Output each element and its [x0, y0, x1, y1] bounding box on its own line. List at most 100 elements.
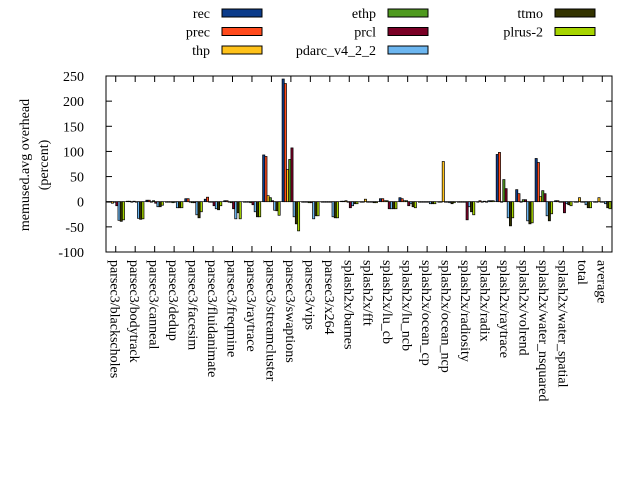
bar-prec — [186, 198, 190, 203]
x-tick-label: splash2x/water_nsquared — [535, 260, 550, 402]
axes: -100 -50 0 50 100 150 200 250 parsec3/blackschol… — [58, 70, 613, 402]
legend-swatch — [387, 8, 429, 18]
bar-ethp — [152, 200, 156, 203]
x-tick-label: parsec3/swaptions — [282, 260, 297, 363]
bar-prcl — [562, 201, 566, 214]
bar-prcl — [543, 193, 547, 203]
bar-prcl — [290, 147, 294, 203]
legend-label: rec — [193, 7, 210, 22]
bar-plrus-2 — [472, 201, 476, 216]
legend-swatch — [554, 27, 596, 36]
y-tick-label: -50 — [65, 221, 84, 236]
legend-label: pdarc_v4_2_2 — [296, 44, 376, 59]
bar-prec — [400, 198, 404, 203]
bar-prcl — [504, 188, 508, 203]
bar-thp — [578, 197, 581, 203]
bar-plrus-2 — [199, 201, 203, 213]
x-tick-label: parsec3/canneal — [146, 260, 161, 349]
bar-plrus-2 — [394, 201, 398, 210]
legend-swatch — [554, 8, 596, 18]
bar-ethp — [385, 200, 389, 203]
bar-prcl — [524, 199, 527, 203]
legend-label: ttmo — [517, 7, 543, 22]
bar-plrus-2 — [491, 200, 495, 203]
y-tick-label: 250 — [63, 70, 84, 85]
bar-prec — [478, 200, 482, 203]
bar-prec — [225, 200, 229, 203]
bar-plrus-2 — [121, 201, 125, 221]
bar-prcl — [271, 200, 274, 203]
x-tick-label: parsec3/vips — [301, 260, 316, 330]
bar-plrus-2 — [530, 201, 534, 224]
legend-swatch — [221, 45, 263, 55]
y-tick-label: 0 — [77, 196, 84, 211]
bar-prec — [147, 199, 151, 203]
x-tick-label: total — [574, 260, 589, 285]
bar-thp — [363, 198, 367, 203]
x-tick-label: parsec3/freqmine — [224, 260, 239, 357]
bar-plrus-2 — [374, 201, 378, 204]
bar-plrus-2 — [433, 201, 437, 205]
bar-plrus-2 — [238, 201, 242, 220]
x-tick-label: splash2x/ocean_cp — [418, 260, 433, 366]
y-tick-label: 150 — [63, 120, 84, 135]
bar-plrus-2 — [608, 201, 612, 210]
bar-plrus-2 — [589, 201, 592, 209]
plot-frame — [105, 75, 613, 253]
x-tick-label: parsec3/x264 — [321, 260, 336, 335]
bar-plrus-2 — [511, 201, 515, 219]
bar-thp — [344, 200, 348, 203]
bar-prec — [517, 193, 521, 203]
x-tick-label: splash2x/radix — [477, 260, 492, 342]
bar-plrus-2 — [355, 201, 359, 205]
bar-plrus-2 — [569, 201, 573, 207]
legend-swatch — [387, 27, 429, 36]
y-axis-label-unit: (percent) — [37, 139, 52, 190]
x-tick-label: splash2x/fft — [360, 260, 375, 326]
y-axis-label: memused.avg overhead — [18, 99, 33, 231]
y-tick-label: 200 — [63, 95, 84, 110]
bar-prec — [381, 198, 385, 203]
legend-label: prcl — [354, 26, 376, 41]
legend-label: ethp — [352, 7, 376, 22]
x-tick-label: splash2x/ocean_ncp — [438, 260, 453, 373]
x-tick-label: splash2x/barnes — [340, 260, 355, 349]
x-tick-label: splash2x/raytrace — [496, 260, 511, 358]
x-tick-label: splash2x/water_spatial — [554, 260, 569, 388]
x-tick-label: parsec3/bodytrack — [126, 260, 141, 363]
x-tick-label: parsec3/dedup — [165, 260, 180, 341]
legend: rec prec thp ethp prcl pdarc_v4_2_2 ttmo plrus-… — [186, 7, 596, 59]
x-tick-label: parsec3/streamcluster — [262, 260, 277, 382]
bar-plrus-2 — [316, 201, 320, 217]
bar-prec — [556, 200, 560, 203]
legend-label: thp — [192, 44, 210, 59]
x-tick-label: splash2x/lu_cb — [379, 260, 394, 344]
bar-ethp — [405, 200, 409, 203]
y-tick-label: -100 — [58, 246, 84, 261]
bar-plrus-2 — [550, 201, 554, 215]
bar-thp — [597, 197, 601, 203]
y-tick-label: 100 — [63, 145, 84, 160]
bar-prec — [536, 162, 540, 203]
legend-swatch — [221, 27, 263, 36]
bar-plrus-2 — [180, 201, 184, 209]
legend-label: prec — [186, 26, 210, 41]
bar-plrus-2 — [413, 201, 417, 209]
bars — [106, 78, 612, 232]
bar-prec — [264, 156, 268, 203]
bar-plrus-2 — [277, 201, 281, 216]
bar-plrus-2 — [452, 201, 456, 204]
bar-prec — [206, 196, 209, 203]
x-tick-label: splash2x/volrend — [515, 260, 530, 356]
x-tick-label: parsec3/raytrace — [243, 260, 258, 352]
x-tick-label: average — [593, 260, 608, 304]
bar-ethp — [268, 197, 272, 203]
bar-plrus-2 — [160, 201, 164, 206]
x-tick-label: splash2x/lu_ncb — [399, 260, 414, 351]
x-tick-label: parsec3/facesim — [185, 260, 200, 350]
bar-prcl — [465, 201, 469, 221]
legend-label: plrus-2 — [503, 26, 543, 41]
bar-plrus-2 — [258, 201, 262, 218]
bar-prec — [498, 152, 501, 203]
